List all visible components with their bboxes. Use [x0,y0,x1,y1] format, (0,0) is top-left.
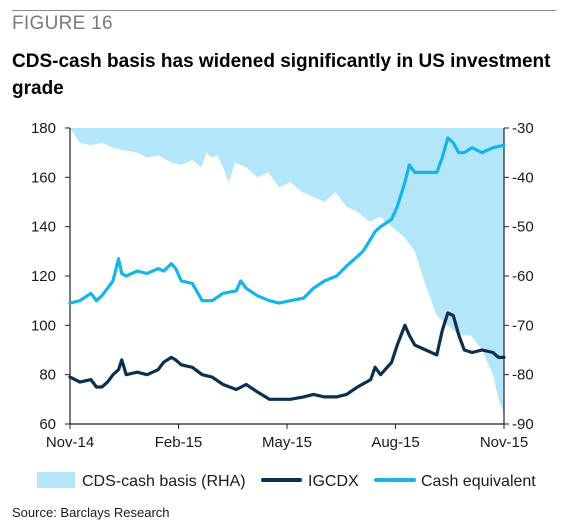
lines-layer [68,136,506,401]
right-tick-label: -70 [512,317,534,334]
right-tick-label: -60 [512,268,534,285]
x-tick-label: Aug-15 [371,434,419,451]
right-tick-label: -30 [512,120,534,137]
left-tick-label: 80 [39,367,56,384]
left-tick-label: 60 [39,416,56,433]
chart-title: CDS-cash basis has widened significantly… [12,51,551,99]
legend-label-igcdx: IGCDX [308,473,359,490]
igcdx-line [68,311,506,401]
left-tick-label: 140 [31,219,56,236]
right-tick-label: -80 [512,367,534,384]
left-tick-label: 160 [31,169,56,186]
legend-swatch-area [37,472,75,488]
x-tick-label: Nov-14 [46,434,94,451]
left-tick-label: 180 [31,120,56,137]
legend-label-cash-equivalent: Cash equivalent [421,473,536,490]
chart-canvas: 60 80 100 120 140 160 180 -30 -40 -50 -60 -70 -80 -90… [31,120,536,490]
right-tick-label: -90 [512,416,534,433]
left-tick-label: 100 [31,317,56,334]
legend-label-cds-cash-basis: CDS-cash basis (RHA) [82,473,246,490]
source-note: Source: Barclays Research [12,505,170,520]
top-rule [12,10,556,11]
x-tick-label: Feb-15 [155,434,203,451]
right-tick-label: -50 [512,219,534,236]
left-tick-label: 120 [31,268,56,285]
axes-layer: 60 80 100 120 140 160 180 -30 -40 -50 -60 -70 -80 -90… [31,120,534,451]
figure-label: FIGURE 16 [12,13,113,34]
right-tick-label: -40 [512,169,534,186]
x-tick-label: May-15 [262,434,312,451]
legend: CDS-cash basis (RHA) IGCDX Cash equivalent [37,472,536,490]
x-tick-label: Nov-15 [480,434,528,451]
area-layer [70,128,504,415]
cash-equivalent-line [68,136,506,305]
cds-cash-basis-area [70,128,504,415]
